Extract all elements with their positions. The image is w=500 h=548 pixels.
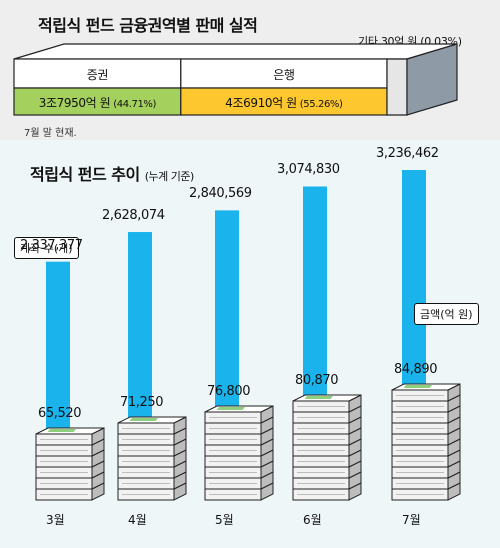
money-band [403, 385, 432, 388]
account-value-label: 3,236,462 [376, 146, 439, 161]
trend-title: 적립식 펀드 추이 (누계 기준) [30, 161, 194, 185]
date-note: 7월 말 현재. [24, 128, 77, 139]
money-band [216, 407, 246, 410]
bar-top-face [13, 43, 458, 60]
sector-value: 3조7950억 원 (44.71%) [39, 96, 157, 110]
money-band [304, 396, 333, 399]
account-value-label: 2,840,569 [189, 186, 252, 202]
account-value-label: 3,074,830 [277, 162, 340, 178]
sector-value-cell [180, 87, 388, 116]
amount-value-label: 76,800 [207, 384, 251, 399]
sector-value: 4조6910억 원 (55.26%) [225, 96, 343, 110]
month-label: 7월 [402, 513, 421, 527]
sector-amount: 3조7950억 원 [39, 96, 111, 110]
amount-value-label: 71,250 [120, 395, 164, 410]
trend-subtitle: (누계 기준) [144, 170, 195, 183]
money-stacks [35, 383, 461, 501]
trend-title-text: 적립식 펀드 추이 [30, 165, 140, 184]
amount-callout: 금액(억 원) [414, 303, 479, 325]
account-value-label: 2,337,377 [20, 237, 83, 253]
sector-pct: (44.71%) [113, 99, 156, 110]
sector-name: 증권 [87, 68, 108, 82]
sector-name: 은행 [273, 67, 294, 82]
month-label: 5월 [215, 513, 234, 527]
sales-title: 적립식 펀드 금융권역별 판매 실적 [38, 16, 258, 35]
money-band [129, 418, 159, 421]
sector-bar: 증권 3조7950억 원 (44.71%) 은행 4조6910억 원 (55.26%) [13, 43, 458, 116]
month-label: 4월 [128, 513, 147, 527]
account-value-label: 2,628,074 [102, 208, 165, 224]
accounts-callout: 계좌 수(개) [14, 237, 79, 259]
other-sector-cell [386, 58, 408, 116]
sector-pct: (55.26%) [300, 99, 343, 110]
sector-amount: 4조6910억 원 [225, 96, 297, 110]
month-label: 6월 [303, 513, 322, 527]
money-band [47, 429, 77, 432]
sector-value-cell [13, 87, 182, 116]
amount-value-label: 84,890 [394, 362, 438, 377]
amount-value-label: 80,870 [295, 373, 339, 388]
amount-value-label: 65,520 [38, 406, 82, 421]
month-label: 3월 [46, 513, 65, 527]
bar-side-face [406, 43, 458, 116]
